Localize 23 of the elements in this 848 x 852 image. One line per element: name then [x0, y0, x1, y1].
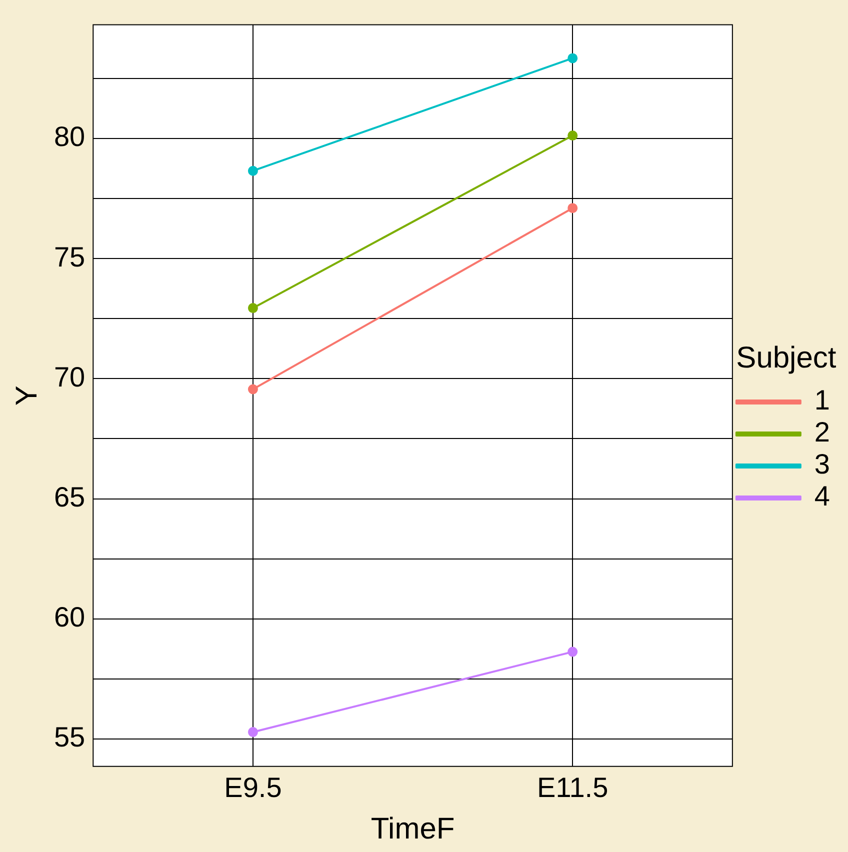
point — [248, 166, 258, 176]
legend-title: Subject — [736, 341, 837, 374]
point — [248, 384, 258, 394]
point — [248, 303, 258, 314]
point — [568, 130, 578, 141]
legend-label: 1 — [814, 384, 830, 416]
y-tick-label: 75 — [54, 241, 86, 272]
y-axis-title: Y — [10, 386, 44, 406]
point — [248, 727, 258, 738]
x-tick-label: E11.5 — [537, 772, 608, 803]
legend-label: 4 — [814, 480, 830, 512]
y-tick-label: 70 — [54, 361, 86, 392]
point — [568, 203, 578, 214]
legend-label: 2 — [814, 416, 830, 448]
y-tick-label: 65 — [54, 482, 86, 512]
legend-label: 3 — [814, 448, 830, 480]
point — [568, 646, 578, 657]
x-axis-title: TimeF — [370, 812, 455, 846]
y-tick-label: 55 — [54, 722, 86, 753]
x-tick-label: E9.5 — [224, 772, 282, 803]
y-tick-label: 60 — [54, 602, 86, 633]
y-tick-label: 80 — [54, 121, 86, 152]
point — [568, 53, 578, 64]
